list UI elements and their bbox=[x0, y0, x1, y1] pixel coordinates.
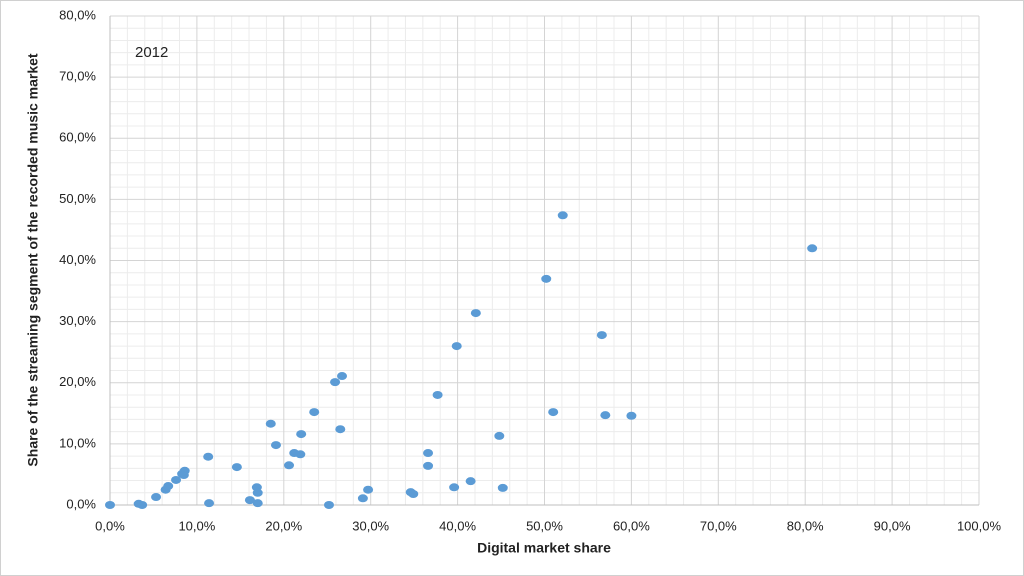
point bbox=[335, 425, 346, 434]
y-axis-title: Share of the streaming segment of the re… bbox=[25, 53, 41, 466]
point bbox=[330, 378, 341, 387]
x-tick-label: 80,0% bbox=[787, 518, 824, 533]
y-tick-label: 0,0% bbox=[66, 496, 96, 511]
point bbox=[231, 463, 242, 472]
point bbox=[323, 501, 334, 509]
point bbox=[163, 482, 174, 491]
point bbox=[178, 471, 189, 480]
point bbox=[137, 501, 148, 509]
point bbox=[309, 408, 320, 417]
point bbox=[363, 485, 374, 494]
y-tick-label: 60,0% bbox=[59, 130, 96, 145]
point bbox=[497, 483, 508, 492]
point bbox=[494, 431, 505, 440]
point bbox=[557, 211, 568, 220]
y-tick-label: 30,0% bbox=[59, 313, 96, 328]
x-tick-label: 0,0% bbox=[95, 518, 125, 533]
point bbox=[626, 411, 637, 420]
grid bbox=[109, 15, 980, 506]
point bbox=[151, 493, 162, 502]
point bbox=[548, 408, 559, 417]
annotation: 2012 bbox=[135, 44, 168, 61]
point bbox=[337, 372, 348, 381]
x-tick-label: 70,0% bbox=[700, 518, 737, 533]
point bbox=[449, 483, 460, 492]
point bbox=[807, 244, 818, 253]
point bbox=[244, 496, 255, 505]
x-tick-label: 30,0% bbox=[352, 518, 389, 533]
point bbox=[295, 450, 306, 459]
x-tick-label: 100,0% bbox=[957, 518, 1002, 533]
point bbox=[252, 499, 263, 508]
x-tick-label: 20,0% bbox=[265, 518, 302, 533]
point bbox=[423, 461, 434, 470]
x-tick-label: 40,0% bbox=[439, 518, 476, 533]
point bbox=[451, 342, 462, 351]
point bbox=[423, 449, 434, 458]
y-tick-label: 80,0% bbox=[59, 7, 96, 22]
y-tick-label: 50,0% bbox=[59, 191, 96, 206]
point bbox=[357, 494, 368, 503]
x-axis-title: Digital market share bbox=[477, 540, 611, 556]
point bbox=[265, 419, 276, 428]
point bbox=[204, 499, 215, 508]
x-tick-label: 50,0% bbox=[526, 518, 563, 533]
point bbox=[171, 475, 182, 484]
point bbox=[252, 488, 263, 497]
y-tick-label: 20,0% bbox=[59, 374, 96, 389]
y-tick-label: 70,0% bbox=[59, 69, 96, 84]
point bbox=[596, 331, 607, 340]
x-tick-label: 90,0% bbox=[874, 518, 911, 533]
x-tick-label: 10,0% bbox=[178, 518, 215, 533]
point bbox=[432, 390, 443, 399]
point bbox=[270, 441, 281, 450]
point bbox=[541, 274, 552, 283]
point bbox=[408, 489, 419, 498]
point bbox=[203, 452, 214, 461]
point bbox=[296, 430, 307, 439]
point bbox=[105, 501, 115, 509]
x-tick-label: 60,0% bbox=[613, 518, 650, 533]
y-tick-label: 40,0% bbox=[59, 252, 96, 267]
y-tick-label: 10,0% bbox=[59, 435, 96, 450]
point bbox=[284, 461, 295, 470]
point bbox=[470, 309, 481, 318]
point bbox=[465, 477, 476, 486]
point bbox=[600, 411, 611, 420]
